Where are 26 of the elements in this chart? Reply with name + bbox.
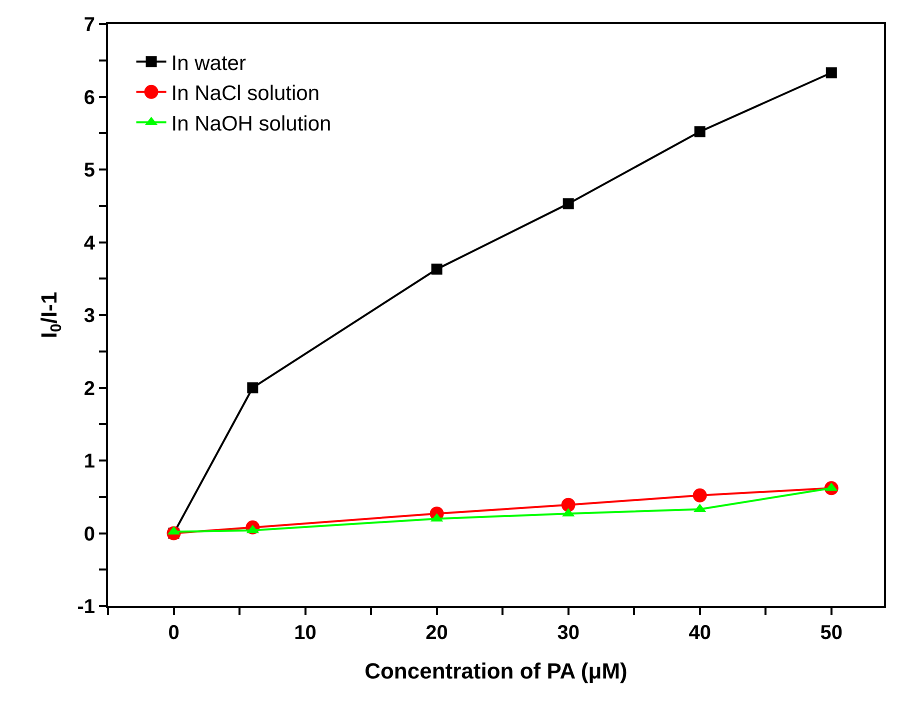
- point: [692, 488, 707, 502]
- y-tick-label: 1: [84, 450, 95, 472]
- legend-label: In water: [171, 52, 246, 75]
- x-tick-label: 20: [426, 622, 448, 644]
- x-tick-label: 50: [820, 622, 843, 644]
- x-tick-label: 0: [168, 622, 180, 644]
- point: [561, 498, 576, 512]
- x-axis-title: Concentration of PA (μM): [364, 658, 628, 684]
- point: [247, 382, 258, 394]
- y-tick-label: -1: [77, 596, 95, 618]
- y-tick-label: 2: [84, 378, 95, 400]
- point: [694, 126, 706, 138]
- point: [431, 264, 442, 275]
- point: [826, 67, 837, 78]
- legend-label: In NaOH solution: [171, 112, 332, 136]
- legend-label: In NaCl solution: [171, 82, 320, 106]
- y-tick-label: 3: [84, 305, 95, 327]
- x-tick-label: 30: [557, 622, 580, 644]
- point: [562, 198, 574, 210]
- y-tick-label: 7: [84, 14, 95, 36]
- y-tick-label: 4: [84, 232, 96, 254]
- x-tick-label: 10: [294, 622, 316, 644]
- y-tick-label: 5: [84, 160, 95, 182]
- y-tick-label: 0: [84, 523, 95, 546]
- x-tick-label: 40: [688, 622, 711, 644]
- y-tick-label: 6: [84, 86, 95, 109]
